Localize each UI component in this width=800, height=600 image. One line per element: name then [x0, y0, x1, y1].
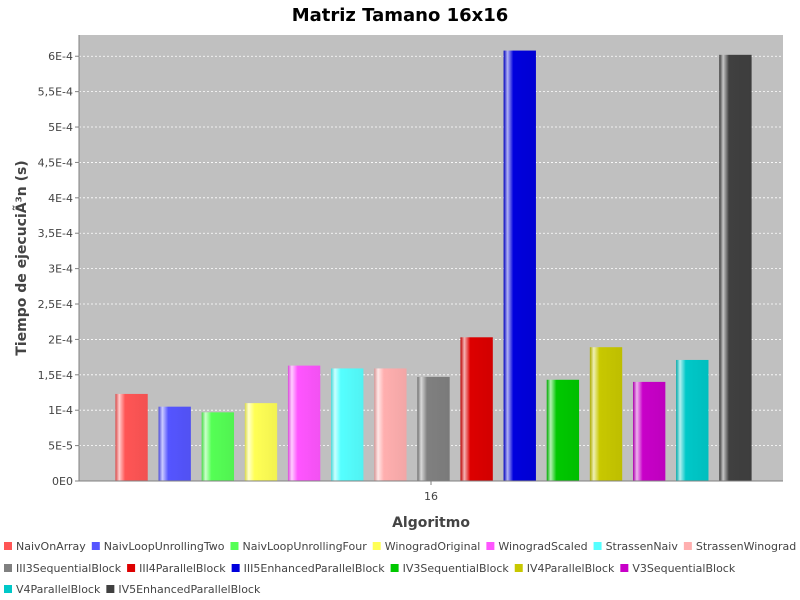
y-tick-label: 5E-4 [48, 121, 73, 134]
bar [374, 368, 407, 481]
legend-label: StrassenWinograd [696, 540, 796, 553]
y-tick-label: 3,5E-4 [38, 227, 73, 240]
bar [719, 54, 752, 481]
legend-label: III4ParallelBlock [139, 562, 226, 575]
x-axis-label: Algoritmo [392, 515, 470, 531]
legend-swatch [372, 542, 381, 550]
bar [287, 365, 321, 481]
x-tick-label: 16 [424, 490, 438, 503]
legend-swatch [620, 564, 629, 572]
bar [331, 368, 364, 481]
legend-label: III5EnhancedParallelBlock [244, 562, 386, 575]
bar [503, 50, 536, 481]
bar [676, 359, 709, 481]
y-tick-label: 6E-4 [48, 50, 73, 63]
y-tick-label: 5,5E-4 [38, 86, 73, 99]
legend-swatch [231, 564, 240, 572]
bars [115, 50, 752, 481]
chart-title: Matriz Tamano 16x16 [292, 5, 509, 26]
legend-label: NaivOnArray [16, 540, 86, 553]
bar [158, 406, 191, 481]
y-axis-ticks: 0E0 5E-5 1E-4 1,5E-4 2E-4 2,5E-4 3E-4 3,5E-4 4E-… [38, 50, 79, 488]
y-tick-label: 4E-4 [48, 192, 73, 205]
bar [244, 403, 278, 481]
legend-label: IV3SequentialBlock [403, 562, 510, 575]
legend-swatch [514, 564, 523, 572]
legend-swatch [4, 542, 12, 550]
legend-swatch [593, 542, 602, 550]
legend-swatch [106, 585, 115, 593]
legend-label: III3SequentialBlock [16, 562, 122, 575]
y-tick-label: 5E-5 [48, 440, 73, 453]
bar [589, 347, 623, 481]
legend-swatch [683, 542, 692, 550]
bar [632, 381, 666, 481]
legend: NaivOnArray NaivLoopUnrollingTwo NaivLoopU… [4, 540, 796, 596]
y-axis-label: Tiempo de ejecuciÃ³n (s) [13, 160, 30, 355]
legend-swatch [230, 542, 239, 550]
legend-label: V4ParallelBlock [16, 583, 101, 596]
legend-swatch [127, 564, 136, 572]
legend-swatch [390, 564, 399, 572]
legend-label: StrassenNaiv [606, 540, 679, 553]
legend-label: NaivLoopUnrollingTwo [104, 540, 225, 553]
bar [417, 376, 450, 481]
y-tick-label: 1,5E-4 [38, 369, 73, 382]
legend-label: WinogradOriginal [385, 540, 481, 553]
legend-swatch [486, 542, 495, 550]
bar [460, 337, 493, 481]
y-tick-label: 2E-4 [48, 333, 73, 346]
legend-label: IV5EnhancedParallelBlock [118, 583, 261, 596]
legend-label: WinogradScaled [498, 540, 587, 553]
y-tick-label: 3E-4 [48, 263, 73, 276]
y-tick-label: 1E-4 [48, 404, 73, 417]
y-tick-label: 0E0 [52, 475, 73, 488]
legend-label: V3SequentialBlock [632, 562, 736, 575]
bar [201, 412, 235, 481]
bar [546, 379, 580, 481]
legend-label: NaivLoopUnrollingFour [242, 540, 367, 553]
y-tick-label: 4,5E-4 [38, 156, 73, 169]
legend-swatch [91, 542, 100, 550]
bar [115, 393, 148, 481]
legend-swatch [4, 585, 12, 593]
legend-swatch [4, 564, 12, 572]
y-tick-label: 2,5E-4 [38, 298, 73, 311]
legend-label: IV4ParallelBlock [527, 562, 615, 575]
